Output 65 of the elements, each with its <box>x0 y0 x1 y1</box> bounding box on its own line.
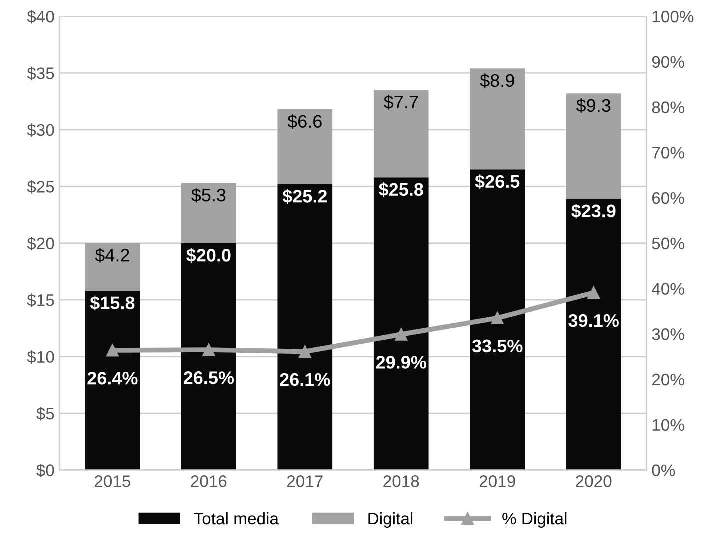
data-label: $4.2 <box>95 248 130 263</box>
y2-tick-label: 30% <box>652 328 684 340</box>
y2-tick-label: 60% <box>652 192 684 204</box>
data-label: $20.0 <box>186 248 231 263</box>
data-label: $6.6 <box>288 114 322 130</box>
point <box>298 346 312 358</box>
data-label: $25.2 <box>282 189 328 204</box>
x-tick-label: 2016 <box>191 476 227 488</box>
data-label: $26.5 <box>475 174 520 190</box>
x-tick-label: 2018 <box>384 476 420 488</box>
data-label: $25.8 <box>379 182 424 198</box>
data-label: $5.3 <box>192 188 226 203</box>
y2-tick-label: 40% <box>652 283 684 295</box>
y2-tick-label: 0% <box>652 464 676 476</box>
legend-label: % Digital <box>502 512 567 528</box>
bar <box>85 243 140 292</box>
x-tick-label: 2015 <box>94 476 131 488</box>
point <box>588 286 600 300</box>
data-label: $7.7 <box>384 95 418 110</box>
y2-tick-label: 100% <box>652 10 694 23</box>
point <box>106 344 119 357</box>
data-label: 26.4% <box>88 372 138 385</box>
legend-label: Digital <box>368 512 413 528</box>
y-tick-label: $20 <box>27 237 54 251</box>
bar <box>181 183 236 244</box>
y-tick-label: $25 <box>27 180 54 194</box>
y-tick-label: $35 <box>27 66 54 80</box>
y2-tick-label: 50% <box>652 238 684 250</box>
x-tick-label: 2020 <box>576 476 612 488</box>
data-label: 26.5% <box>184 372 234 384</box>
y2-tick-label: 10% <box>652 419 684 432</box>
bar <box>374 178 429 470</box>
bar <box>566 199 622 470</box>
data-label: $23.9 <box>571 204 616 219</box>
y-tick-label: $10 <box>27 350 54 364</box>
y2-tick-label: 70% <box>652 147 684 159</box>
bar <box>374 90 429 178</box>
data-label: $15.8 <box>90 296 135 311</box>
y2-tick-label: 90% <box>652 56 684 68</box>
bar <box>470 170 526 470</box>
y2-tick-label: 80% <box>652 102 684 114</box>
point <box>202 344 216 356</box>
point <box>491 312 504 324</box>
data-label: 39.1% <box>568 314 619 328</box>
y2-tick-label: 20% <box>652 374 684 386</box>
bar <box>278 110 333 184</box>
y-tick-label: $0 <box>36 464 54 478</box>
data-label: $9.3 <box>576 98 611 114</box>
data-label: 29.9% <box>376 356 426 369</box>
y-tick-label: $30 <box>27 124 54 138</box>
bar <box>278 184 333 470</box>
legend-label: Total media <box>194 512 279 525</box>
x-tick-label: 2019 <box>480 476 516 488</box>
y-tick-label: $40 <box>27 10 54 24</box>
bar <box>470 68 526 170</box>
bar <box>181 243 236 470</box>
y-tick-label: $5 <box>36 407 54 421</box>
point <box>395 328 408 341</box>
x-tick-label: 2017 <box>287 476 323 488</box>
data-label: 33.5% <box>472 340 523 353</box>
bar <box>566 94 622 200</box>
data-label: $8.9 <box>480 74 514 88</box>
y-tick-label: $15 <box>27 294 54 308</box>
data-label: 26.1% <box>280 373 330 386</box>
bar <box>85 291 140 470</box>
